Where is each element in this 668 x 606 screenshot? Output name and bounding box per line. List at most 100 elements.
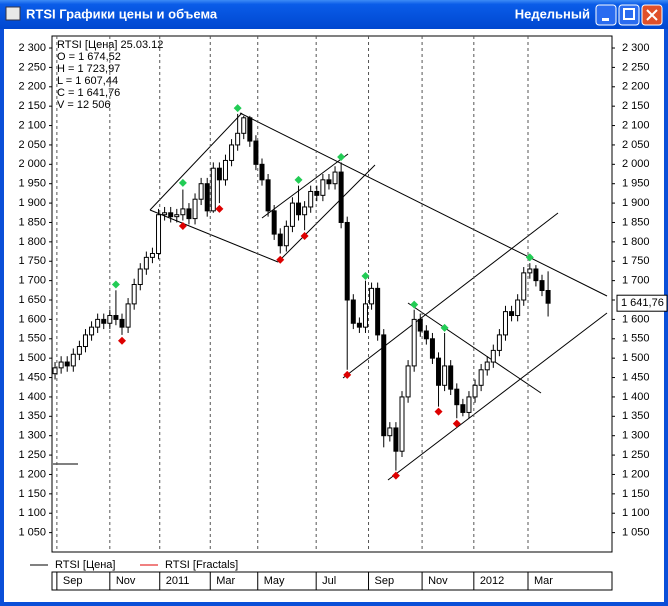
candle-body (490, 349, 496, 363)
candle-body (70, 353, 76, 367)
candle-body (277, 233, 283, 247)
candle-body (381, 334, 387, 437)
y-tick-label-right: 1 500 (622, 352, 650, 364)
y-tick-label: 1 600 (18, 313, 46, 325)
y-tick-label: 1 400 (18, 391, 46, 403)
candle-body (545, 290, 551, 304)
y-tick-label-right: 1 900 (622, 197, 650, 209)
candle-body (119, 318, 125, 328)
info-line: RTSI [Цена] 25.03.12 (57, 39, 163, 51)
y-tick-label: 1 700 (18, 275, 46, 287)
window-mode[interactable]: Недельный (515, 6, 590, 21)
candle-body (527, 268, 533, 274)
title-bar (0, 0, 668, 29)
candle-body (332, 171, 338, 185)
last-value-box (616, 294, 668, 312)
candle-body (168, 212, 174, 218)
y-tick-label: 2 050 (18, 139, 46, 151)
trend-line (261, 153, 349, 219)
fractal-up (525, 253, 534, 262)
candle-body (149, 252, 155, 258)
candle-body (350, 299, 356, 324)
candle-body (405, 365, 411, 398)
trend-line (342, 212, 559, 379)
trend-line (387, 312, 608, 481)
trend-lines (53, 112, 608, 481)
fractal-up (294, 175, 303, 184)
candle-body (302, 206, 308, 216)
window-title: RTSI Графики цены и объема (26, 6, 218, 21)
fractal-up (233, 104, 242, 113)
y-tick-label: 1 800 (18, 236, 46, 248)
fractal-down (118, 336, 126, 345)
x-tick-label: May (264, 575, 285, 587)
fractal-down (215, 204, 224, 213)
candle-body (76, 346, 82, 355)
fractal-down (391, 471, 400, 480)
y-tick-label: 1 100 (18, 507, 46, 519)
fractal-down (343, 370, 352, 379)
y-tick-label: 2 250 (18, 61, 46, 73)
y-tick-label-right: 1 050 (622, 527, 650, 539)
minimize-button[interactable] (595, 4, 617, 26)
y-tick-label-right: 2 050 (622, 139, 650, 151)
candle-body (131, 284, 137, 305)
candle-body (283, 225, 289, 247)
info-line: V = 12 506 (57, 99, 111, 111)
y-tick-label: 1 500 (18, 352, 46, 364)
y-tick-label-right: 1 700 (622, 275, 650, 287)
fractal-up (410, 300, 419, 309)
y-tick-label-right: 1 850 (622, 216, 650, 228)
candle-body (198, 183, 204, 200)
last-value-label: 1 641,76 (621, 297, 664, 309)
fractal-down (434, 407, 443, 416)
candle-body (58, 361, 64, 369)
fractal-up (440, 323, 449, 332)
candle-body (180, 208, 186, 216)
legend-label: RTSI [Цена] (55, 559, 115, 571)
x-tick-label: Nov (428, 575, 448, 587)
candle-body (417, 318, 423, 332)
info-line: H = 1 723,97 (57, 63, 120, 75)
candle-body (429, 338, 435, 359)
candle-body (423, 330, 429, 340)
candle-body (344, 221, 350, 301)
candle-body (442, 365, 448, 386)
y-tick-label: 1 950 (18, 178, 46, 190)
candle-body (448, 365, 454, 390)
candle-body (338, 171, 344, 223)
close-icon (646, 9, 658, 21)
y-tick-label-right: 2 300 (622, 42, 650, 54)
y-tick-label: 1 250 (18, 449, 46, 461)
candle-body (156, 214, 162, 254)
y-tick-label-right: 1 450 (622, 371, 650, 383)
y-tick-label: 1 350 (18, 410, 46, 422)
candle-body (326, 179, 332, 185)
candle-body (393, 427, 399, 452)
candle-body (399, 396, 405, 452)
candle-body (539, 280, 545, 292)
y-tick-label-right: 1 800 (622, 236, 650, 248)
candle-body (137, 268, 143, 286)
trend-line (277, 164, 376, 263)
y-tick-label-right: 2 200 (622, 81, 650, 93)
x-tick-label: Nov (116, 575, 136, 587)
candle-body (162, 212, 168, 216)
legend-label: RTSI [Fractals] (165, 559, 238, 571)
x-tick-label: Sep (375, 575, 395, 587)
y-tick-label-right: 2 150 (622, 100, 650, 112)
y-tick-label-right: 1 750 (622, 255, 650, 267)
y-tick-label: 1 450 (18, 371, 46, 383)
candle-body (472, 384, 478, 398)
app-icon (5, 6, 21, 21)
candle-body (496, 334, 502, 351)
y-tick-label-right: 2 250 (622, 61, 650, 73)
y-tick-label: 1 150 (18, 488, 46, 500)
candle-body (174, 214, 180, 218)
fractal-down (276, 255, 285, 264)
candle-body (253, 140, 259, 165)
x-tick-label: 2012 (480, 575, 504, 587)
candle-body (387, 427, 393, 437)
